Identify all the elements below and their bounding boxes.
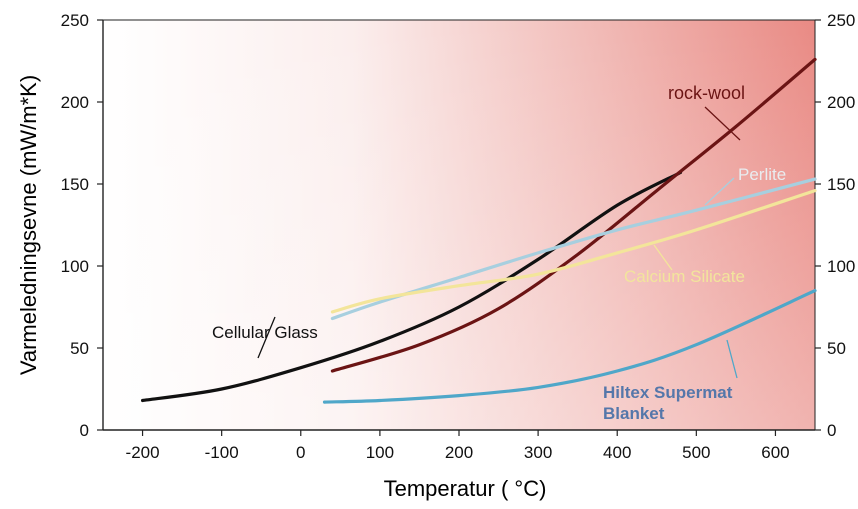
y-axis-label: Varmeledningsevne (mW/m*K) bbox=[16, 75, 41, 375]
leader-perlite bbox=[704, 177, 735, 206]
series-line-perlite bbox=[330, 177, 817, 321]
y-tick-label-right: 0 bbox=[827, 421, 836, 440]
y-tick-label-left: 200 bbox=[61, 93, 89, 112]
y-tick-label-left: 150 bbox=[61, 175, 89, 194]
leader-hiltex bbox=[726, 339, 738, 379]
x-tick-label: 200 bbox=[445, 443, 473, 462]
series-layer bbox=[141, 57, 817, 404]
x-tick-label: 300 bbox=[524, 443, 552, 462]
annotation-hiltex-line1: Hiltex Supermat bbox=[603, 383, 733, 402]
axes: -200 -100 0 100 200 300 400 500 600 0 0 50 50 100 100 1… bbox=[61, 11, 856, 462]
y-tick-label-left: 250 bbox=[61, 11, 89, 30]
leader-cellular-glass bbox=[257, 316, 276, 359]
leader-rock-wool bbox=[704, 106, 741, 141]
y-tick-label-right: 100 bbox=[827, 257, 855, 276]
x-tick-label: 400 bbox=[603, 443, 631, 462]
annotation-hiltex-line2: Blanket bbox=[603, 404, 665, 423]
annotation-perlite: Perlite bbox=[738, 165, 786, 184]
series-line-hiltex-supermat-blanket bbox=[322, 289, 817, 404]
annotation-calcium-silicate: Calcium Silicate bbox=[624, 267, 745, 286]
x-tick-label: 0 bbox=[296, 443, 305, 462]
y-tick-label-right: 250 bbox=[827, 11, 855, 30]
plot-background-fade bbox=[103, 20, 815, 430]
y-tick-label-left: 0 bbox=[80, 421, 89, 440]
series-line-calcium-silicate bbox=[330, 189, 817, 314]
annotation-rock-wool: rock-wool bbox=[668, 83, 745, 103]
annotation-layer: rock-wool Perlite Calcium Silicate Cellu… bbox=[212, 83, 786, 423]
series-line-rock-wool bbox=[330, 57, 817, 373]
y-tick-label-left: 100 bbox=[61, 257, 89, 276]
y-tick-label-left: 50 bbox=[70, 339, 89, 358]
x-tick-label: -200 bbox=[126, 443, 160, 462]
y-tick-label-right: 150 bbox=[827, 175, 855, 194]
x-axis-label: Temperatur ( °C) bbox=[384, 476, 547, 501]
x-tick-label: -100 bbox=[205, 443, 239, 462]
y-tick-label-right: 200 bbox=[827, 93, 855, 112]
annotation-cellular-glass: Cellular Glass bbox=[212, 323, 318, 342]
series-line-cellular-glass bbox=[141, 170, 683, 403]
y-tick-label-right: 50 bbox=[827, 339, 846, 358]
x-tick-label: 600 bbox=[761, 443, 789, 462]
x-tick-label: 500 bbox=[682, 443, 710, 462]
x-tick-label: 100 bbox=[366, 443, 394, 462]
leader-calcium-silicate bbox=[653, 244, 673, 271]
